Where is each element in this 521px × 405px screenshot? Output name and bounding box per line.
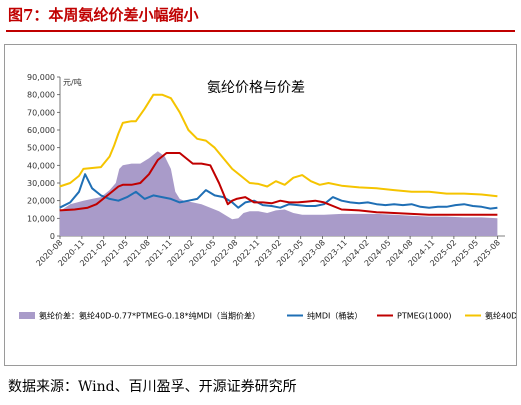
legend-label-ptmeg: PTMEG(1000) <box>397 312 451 321</box>
series-line-ptmeg <box>59 152 498 216</box>
data-source: 数据来源：Wind、百川盈孚、开源证券研究所 <box>8 379 297 395</box>
series-line-pure_mdi <box>59 173 498 210</box>
figure-title: 图7：本周氨纶价差小幅缩小 <box>8 6 199 24</box>
y-tick-label: 80,000 <box>27 91 55 100</box>
y-tick-label: 50,000 <box>27 144 55 153</box>
y-tick-label: 60,000 <box>27 126 55 135</box>
legend-swatch-spread <box>19 312 35 319</box>
title-rule <box>6 30 515 32</box>
y-tick-label: 30,000 <box>27 179 55 188</box>
y-tick-label: 70,000 <box>27 108 55 117</box>
legend-label-spandex40d: 氨纶40D <box>485 311 516 321</box>
y-tick-label: 20,000 <box>27 197 55 206</box>
y-tick-label: 0 <box>50 232 55 241</box>
chart-title: 氨纶价格与价差 <box>207 80 305 96</box>
legend-label-spread: 氨纶价差：氨纶40D-0.77*PTMEG-0.18*纯MDI（当期价差） <box>39 311 260 321</box>
y-tick-label: 40,000 <box>27 161 55 170</box>
y-tick-label: 90,000 <box>27 73 55 82</box>
chart-frame: 氨纶价格与价差 元/吨 0 10,000 20,000 30,000 40,000 50,00… <box>4 44 517 366</box>
y-axis-unit: 元/吨 <box>63 77 82 87</box>
line-chart: 氨纶价格与价差 元/吨 0 10,000 20,000 30,000 40,000 50,00… <box>19 73 516 321</box>
series-area-spread <box>59 151 498 236</box>
series-line-spandex40d <box>59 93 498 198</box>
y-tick-label: 10,000 <box>27 214 55 223</box>
legend-label-pure_mdi: 纯MDI（桶装） <box>307 311 362 321</box>
